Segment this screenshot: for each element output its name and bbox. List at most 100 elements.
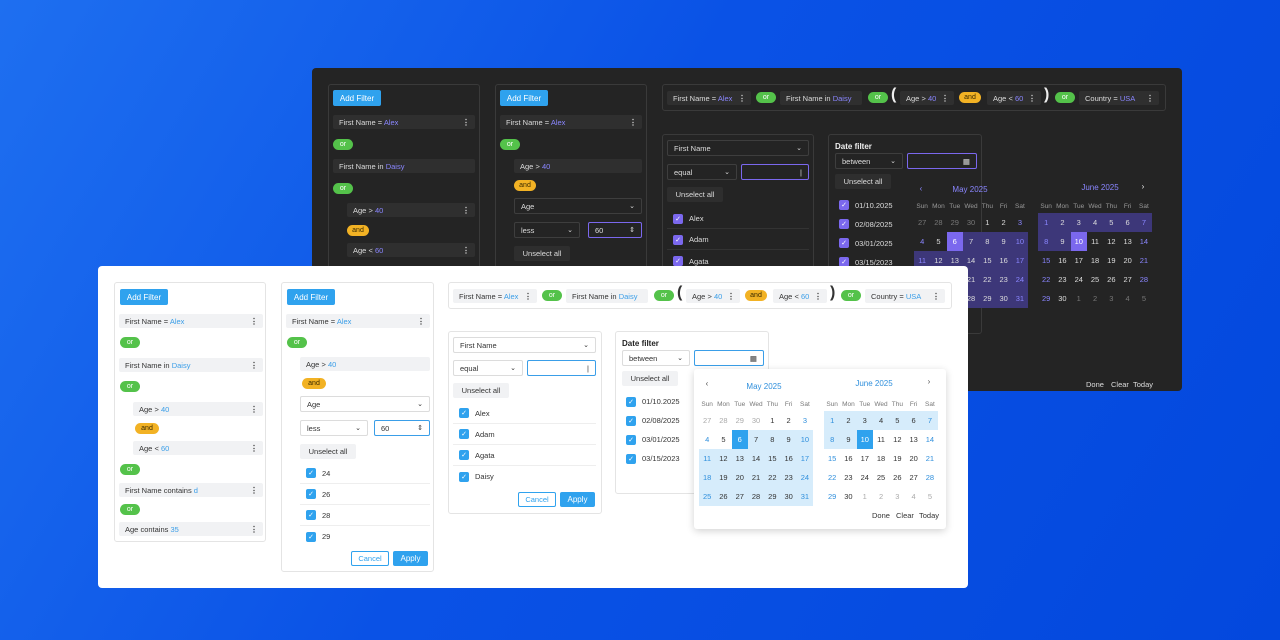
stepper-icon[interactable]: ⇕ bbox=[629, 227, 635, 234]
day-cell[interactable]: 4 bbox=[1125, 294, 1130, 303]
day-cell[interactable]: 5 bbox=[927, 492, 933, 501]
more-icon[interactable]: ⋮ bbox=[250, 360, 258, 370]
day-cell[interactable]: 5 bbox=[721, 435, 726, 444]
day-cell[interactable]: 21 bbox=[1139, 256, 1149, 265]
day-cell[interactable]: 20 bbox=[1123, 256, 1132, 265]
rule-age-40[interactable]: Age > 40 ⋮ bbox=[133, 402, 263, 416]
day-cell[interactable]: 12 bbox=[1107, 237, 1116, 246]
option-26[interactable]: ✓ 26 bbox=[300, 484, 430, 505]
unselect-all-button[interactable]: Unselect all bbox=[453, 383, 509, 398]
day-cell[interactable]: 20 bbox=[909, 454, 918, 463]
day-cell[interactable]: 15 bbox=[764, 449, 781, 468]
day-cell[interactable]: 1 bbox=[770, 416, 775, 425]
day-cell[interactable]: 8 bbox=[764, 430, 781, 449]
day-cell[interactable]: 23 bbox=[1058, 275, 1067, 284]
day-cell[interactable]: 10 bbox=[1070, 232, 1087, 251]
day-cell[interactable]: 29 bbox=[1041, 294, 1051, 303]
day-cell[interactable]: 28 bbox=[934, 218, 943, 227]
cancel-button[interactable]: Cancel bbox=[518, 492, 556, 507]
or-connector[interactable]: or bbox=[500, 139, 520, 150]
day-cell[interactable]: 24 bbox=[1074, 275, 1083, 284]
more-icon[interactable]: ⋮ bbox=[462, 205, 470, 215]
day-cell[interactable]: 23 bbox=[780, 468, 797, 487]
value-input[interactable]: | bbox=[741, 164, 809, 180]
day-cell[interactable]: 18 bbox=[1090, 256, 1100, 265]
option-24[interactable]: ✓ 24 bbox=[300, 463, 430, 484]
day-cell[interactable]: 19 bbox=[1107, 256, 1116, 265]
day-cell[interactable]: 9 bbox=[995, 232, 1012, 251]
or-connector[interactable]: or bbox=[333, 139, 353, 150]
chip-country-usa[interactable]: Country = USA ⋮ bbox=[1079, 91, 1159, 105]
rule-age-contains[interactable]: Age contains 35 ⋮ bbox=[119, 522, 263, 536]
day-cell[interactable]: 27 bbox=[1123, 275, 1132, 284]
day-cell[interactable]: 1 bbox=[1038, 213, 1055, 232]
day-cell[interactable]: 28 bbox=[925, 473, 935, 482]
day-cell[interactable]: 25 bbox=[876, 473, 886, 482]
day-cell[interactable]: 8 bbox=[824, 430, 841, 449]
more-icon[interactable]: ⋮ bbox=[814, 291, 822, 301]
operator-select[interactable]: equal ⌄ bbox=[667, 164, 737, 180]
day-cell[interactable]: 30 bbox=[780, 487, 797, 506]
day-cell[interactable]: 2 bbox=[786, 416, 791, 425]
checkbox-checked-icon[interactable]: ✓ bbox=[839, 219, 849, 229]
checkbox-checked-icon[interactable]: ✓ bbox=[839, 200, 849, 210]
option-alex[interactable]: ✓ Alex bbox=[453, 403, 596, 424]
day-cell[interactable]: 14 bbox=[925, 435, 935, 444]
more-icon[interactable]: ⋮ bbox=[250, 524, 258, 534]
add-filter-button[interactable]: Add Filter bbox=[287, 289, 335, 305]
day-cell[interactable]: 27 bbox=[917, 218, 927, 227]
day-cell[interactable]: 2 bbox=[840, 411, 857, 430]
day-cell[interactable]: 8 bbox=[1038, 232, 1055, 251]
done-button[interactable]: Done bbox=[872, 511, 890, 520]
day-cell[interactable]: 5 bbox=[1103, 213, 1120, 232]
more-icon[interactable]: ⋮ bbox=[941, 93, 949, 103]
chip-first-name-daisy[interactable]: First Name in Daisy bbox=[780, 91, 862, 105]
day-cell[interactable]: 7 bbox=[921, 411, 939, 430]
rule-first-name-alex[interactable]: First Name = Alex ⋮ bbox=[119, 314, 263, 328]
day-cell[interactable]: 17 bbox=[796, 449, 814, 468]
day-cell[interactable]: 3 bbox=[802, 416, 808, 425]
rule-first-name-daisy[interactable]: First Name in Daisy bbox=[333, 159, 475, 173]
apply-button[interactable]: Apply bbox=[560, 492, 595, 507]
or-connector[interactable]: or bbox=[868, 92, 888, 103]
value-stepper[interactable]: 60 ⇕ bbox=[374, 420, 430, 436]
chip-age-60[interactable]: Age < 60 ⋮ bbox=[987, 91, 1041, 105]
checkbox-checked-icon[interactable]: ✓ bbox=[459, 408, 469, 418]
day-cell[interactable]: 12 bbox=[715, 449, 732, 468]
day-cell[interactable]: 24 bbox=[860, 473, 869, 482]
day-cell[interactable]: 17 bbox=[1074, 256, 1083, 265]
and-connector[interactable]: and bbox=[959, 92, 981, 103]
day-cell[interactable]: 8 bbox=[979, 232, 996, 251]
field-select[interactable]: First Name ⌄ bbox=[453, 337, 596, 353]
clear-button[interactable]: Clear bbox=[1111, 380, 1129, 389]
day-cell[interactable]: 5 bbox=[1141, 294, 1147, 303]
day-cell[interactable]: 2 bbox=[1092, 294, 1098, 303]
day-cell[interactable]: 5 bbox=[936, 237, 941, 246]
day-cell[interactable]: 13 bbox=[731, 449, 748, 468]
more-icon[interactable]: ⋮ bbox=[1028, 93, 1036, 103]
day-cell[interactable]: 15 bbox=[1041, 256, 1051, 265]
day-cell[interactable]: 27 bbox=[702, 416, 712, 425]
rule-age-60[interactable]: Age < 60 ⋮ bbox=[133, 441, 263, 455]
day-cell[interactable]: 30 bbox=[995, 289, 1012, 308]
chevron-left-icon[interactable]: ‹ bbox=[705, 379, 709, 388]
day-cell[interactable]: 1 bbox=[862, 492, 867, 501]
day-cell[interactable]: 19 bbox=[715, 468, 732, 487]
and-connector[interactable]: and bbox=[514, 180, 536, 191]
chevron-left-icon[interactable]: ‹ bbox=[919, 184, 923, 193]
day-cell[interactable]: 11 bbox=[1091, 237, 1099, 246]
checkbox-checked-icon[interactable]: ✓ bbox=[306, 510, 316, 520]
day-cell[interactable]: 23 bbox=[844, 473, 853, 482]
day-cell[interactable]: 13 bbox=[946, 251, 963, 270]
date-option[interactable]: ✓ 03/15/2023 bbox=[620, 449, 692, 468]
day-cell[interactable]: 2 bbox=[1001, 218, 1006, 227]
day-cell[interactable]: 1 bbox=[985, 218, 990, 227]
day-cell[interactable]: 16 bbox=[844, 454, 853, 463]
checkbox-checked-icon[interactable]: ✓ bbox=[459, 429, 469, 439]
calendar-icon[interactable]: ▦ bbox=[962, 156, 970, 166]
day-cell[interactable]: 11 bbox=[877, 435, 885, 444]
day-cell[interactable]: 10 bbox=[1011, 232, 1029, 251]
day-cell[interactable]: 27 bbox=[731, 487, 748, 506]
option-29[interactable]: ✓ 29 bbox=[300, 526, 430, 547]
option-alex[interactable]: ✓ Alex bbox=[667, 209, 809, 229]
